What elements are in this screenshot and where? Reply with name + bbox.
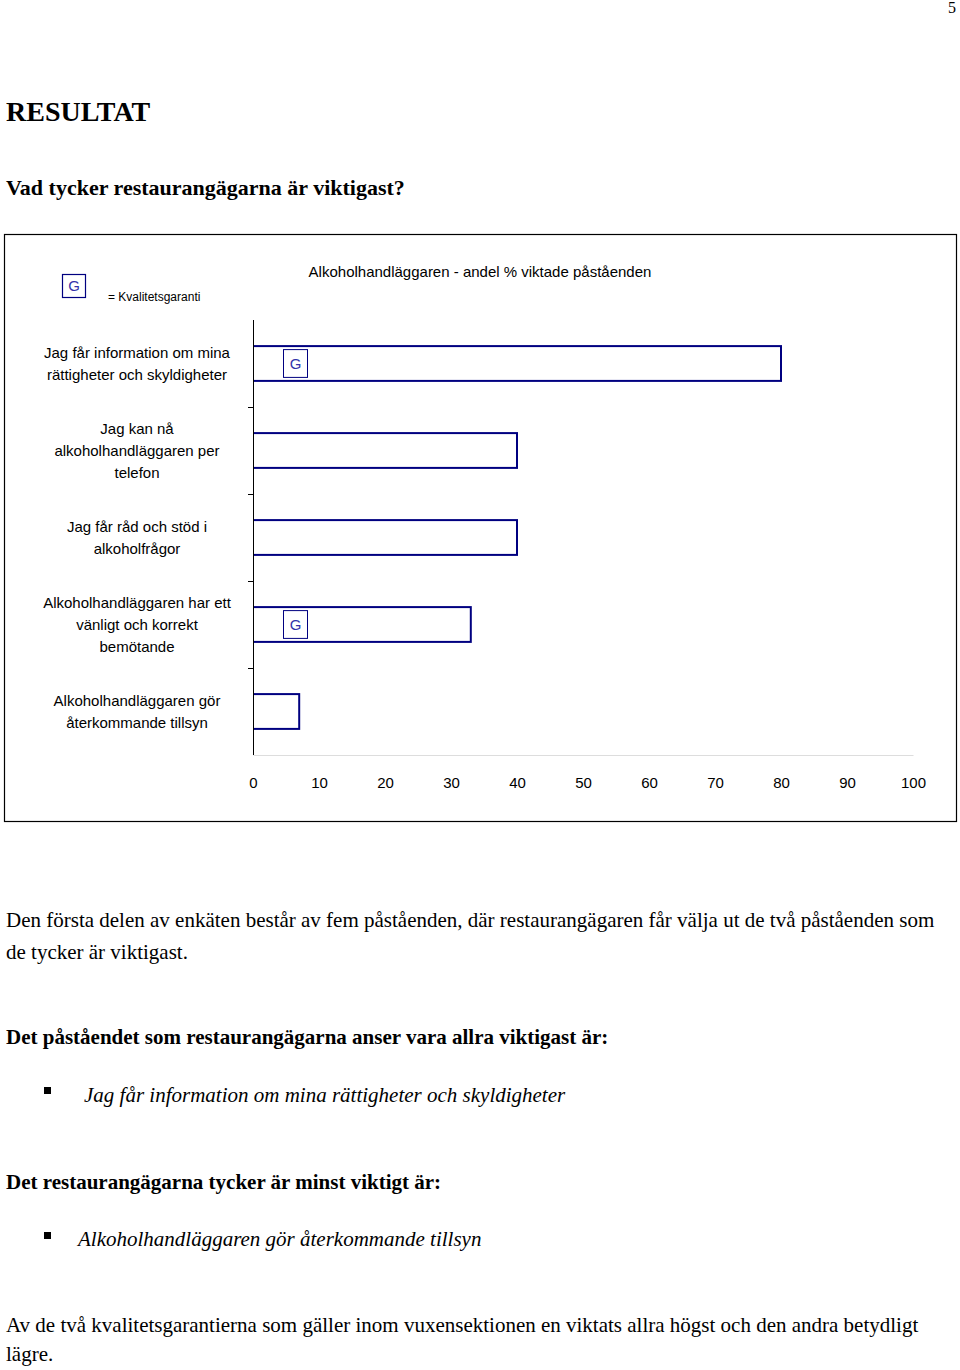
x-tick: 10 bbox=[311, 755, 328, 791]
y-axis-separator bbox=[248, 494, 254, 495]
x-axis-line bbox=[254, 755, 914, 756]
chart-title: Alkoholhandläggaren - andel % viktade på… bbox=[309, 263, 652, 280]
x-tick: 90 bbox=[839, 755, 856, 791]
bullet bbox=[44, 1232, 51, 1239]
x-tick-label: 30 bbox=[443, 774, 460, 791]
x-tick: 40 bbox=[509, 755, 526, 791]
x-tick-label: 20 bbox=[377, 774, 394, 791]
section-heading: Det påståendet som restaurangägarna anse… bbox=[6, 1021, 954, 1053]
x-tick-label: 70 bbox=[707, 774, 724, 791]
section-heading: Det restaurangägarna tycker är minst vik… bbox=[6, 1166, 954, 1198]
bullet bbox=[44, 1087, 51, 1094]
x-tick-label: 10 bbox=[311, 774, 328, 791]
x-tick: 80 bbox=[773, 755, 790, 791]
legend: G = Kvalitetsgaranti bbox=[63, 275, 201, 305]
page: 5 RESULTAT Vad tycker restaurangägarna är … bbox=[0, 0, 960, 1370]
bars bbox=[253, 346, 781, 729]
x-tick-label: 50 bbox=[575, 774, 592, 791]
guarantee-box bbox=[284, 350, 308, 378]
y-axis-separator bbox=[248, 668, 254, 669]
category-label: Jag får råd och stöd ialkoholfrågor bbox=[67, 518, 207, 557]
x-tick-label: 90 bbox=[839, 774, 856, 791]
y-axis-separator bbox=[248, 581, 254, 582]
subheading: Vad tycker restaurangägarna är viktigast… bbox=[6, 172, 906, 204]
chart: Alkoholhandläggaren - andel % viktade på… bbox=[0, 0, 960, 880]
guarantee-symbol: G bbox=[290, 616, 302, 633]
x-tick: 20 bbox=[377, 755, 394, 791]
x-tick: 100 bbox=[901, 755, 926, 791]
x-tick: 70 bbox=[707, 755, 724, 791]
bar bbox=[253, 346, 781, 381]
conclusion-paragraph: Av de två kvalitetsgarantierna som gälle… bbox=[6, 1311, 954, 1369]
bar bbox=[253, 607, 471, 642]
guarantee-symbol: G bbox=[290, 355, 302, 372]
y-axis-line bbox=[253, 320, 254, 755]
x-tick: 50 bbox=[575, 755, 592, 791]
guarantee-markers: GG bbox=[284, 350, 308, 639]
legend-symbol-box bbox=[63, 275, 86, 298]
chart-frame bbox=[5, 235, 957, 822]
x-tick: 60 bbox=[641, 755, 658, 791]
x-tick-label: 40 bbox=[509, 774, 526, 791]
category-label: Alkoholhandläggaren har ettvänligt och k… bbox=[43, 594, 231, 655]
bar bbox=[253, 520, 517, 555]
category-label: Alkoholhandläggaren göråterkommande till… bbox=[54, 692, 221, 731]
heading: RESULTAT bbox=[6, 92, 906, 132]
bar bbox=[253, 433, 517, 468]
x-tick-label: 80 bbox=[773, 774, 790, 791]
x-tick: 30 bbox=[443, 755, 460, 791]
bullet-item: Alkoholhandläggaren gör återkommande til… bbox=[78, 1223, 938, 1255]
bullet-item: Jag får information om mina rättigheter … bbox=[84, 1079, 944, 1111]
category-label: Jag får information om minarättigheter o… bbox=[44, 344, 231, 383]
y-axis-separator bbox=[248, 407, 254, 408]
x-tick: 0 bbox=[249, 755, 257, 791]
x-tick-label: 60 bbox=[641, 774, 658, 791]
y-axis bbox=[248, 320, 254, 755]
category-label: Jag kan nåalkoholhandläggaren pertelefon bbox=[54, 420, 219, 481]
page-number: 5 bbox=[940, 0, 956, 18]
guarantee-box bbox=[284, 611, 308, 639]
x-tick-label: 100 bbox=[901, 774, 926, 791]
legend-label: = Kvalitetsgaranti bbox=[108, 290, 200, 304]
x-axis: 0 10 20 30 40 50 60 70 80 90 100 bbox=[249, 755, 926, 791]
x-tick-label: 0 bbox=[249, 774, 257, 791]
intro-paragraph: Den första delen av enkäten består av fe… bbox=[6, 904, 954, 968]
legend-symbol: G bbox=[68, 277, 80, 294]
bar bbox=[253, 694, 299, 729]
